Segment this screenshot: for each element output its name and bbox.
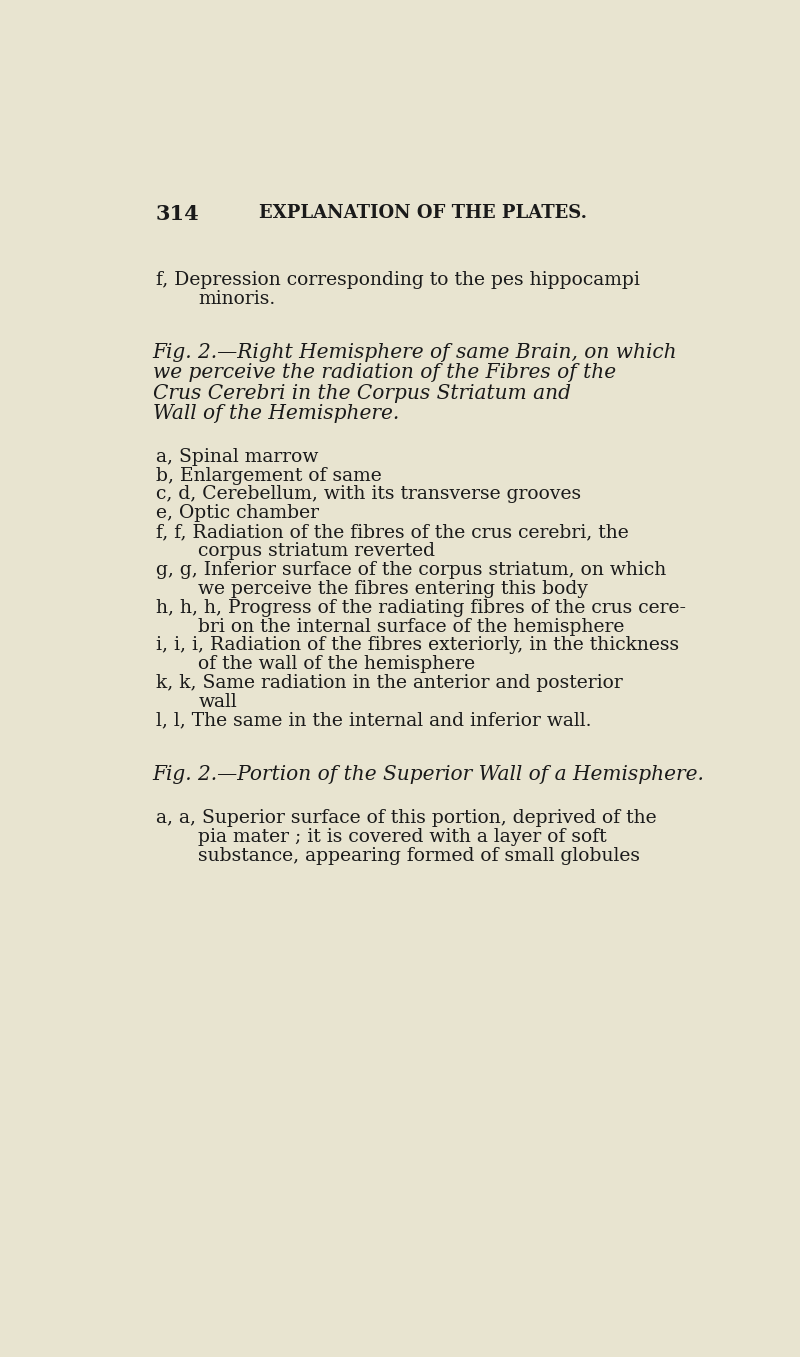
Text: i, i, i, Radiation of the fibres exteriorly, in the thickness: i, i, i, Radiation of the fibres exterio… <box>156 636 679 654</box>
Text: Fig. 2.—Portion of the Superior Wall of a Hemisphere.: Fig. 2.—Portion of the Superior Wall of … <box>153 765 705 784</box>
Text: h, h, h, Progress of the radiating fibres of the crus cere-: h, h, h, Progress of the radiating fibre… <box>156 598 686 616</box>
Text: of the wall of the hemisphere: of the wall of the hemisphere <box>198 655 475 673</box>
Text: Wall of the Hemisphere.: Wall of the Hemisphere. <box>153 404 399 423</box>
Text: f, Depression corresponding to the pes hippocampi: f, Depression corresponding to the pes h… <box>156 270 640 289</box>
Text: Crus Cerebri in the Corpus Striatum and: Crus Cerebri in the Corpus Striatum and <box>153 384 570 403</box>
Text: f, f, Radiation of the fibres of the crus cerebri, the: f, f, Radiation of the fibres of the cru… <box>156 524 629 541</box>
Text: wall: wall <box>198 693 237 711</box>
Text: c, d, Cerebellum, with its transverse grooves: c, d, Cerebellum, with its transverse gr… <box>156 486 581 503</box>
Text: Fig. 2.—Right Hemisphere of same Brain, on which: Fig. 2.—Right Hemisphere of same Brain, … <box>153 343 678 362</box>
Text: substance, appearing formed of small globules: substance, appearing formed of small glo… <box>198 847 641 864</box>
Text: g, g, Inferior surface of the corpus striatum, on which: g, g, Inferior surface of the corpus str… <box>156 560 666 579</box>
Text: we perceive the radiation of the Fibres of the: we perceive the radiation of the Fibres … <box>153 364 616 383</box>
Text: 314: 314 <box>156 204 199 224</box>
Text: we perceive the fibres entering this body: we perceive the fibres entering this bod… <box>198 579 588 598</box>
Text: k, k, Same radiation in the anterior and posterior: k, k, Same radiation in the anterior and… <box>156 674 622 692</box>
Text: a, Spinal marrow: a, Spinal marrow <box>156 448 318 465</box>
Text: minoris.: minoris. <box>198 289 276 308</box>
Text: e, Optic chamber: e, Optic chamber <box>156 505 318 522</box>
Text: pia mater ; it is covered with a layer of soft: pia mater ; it is covered with a layer o… <box>198 828 607 845</box>
Text: bri on the internal surface of the hemisphere: bri on the internal surface of the hemis… <box>198 617 625 635</box>
Text: corpus striatum reverted: corpus striatum reverted <box>198 541 435 560</box>
Text: b, Enlargement of same: b, Enlargement of same <box>156 467 382 484</box>
Text: EXPLANATION OF THE PLATES.: EXPLANATION OF THE PLATES. <box>259 204 587 221</box>
Text: l, l, The same in the internal and inferior wall.: l, l, The same in the internal and infer… <box>156 712 591 730</box>
Text: a, a, Superior surface of this portion, deprived of the: a, a, Superior surface of this portion, … <box>156 809 657 826</box>
